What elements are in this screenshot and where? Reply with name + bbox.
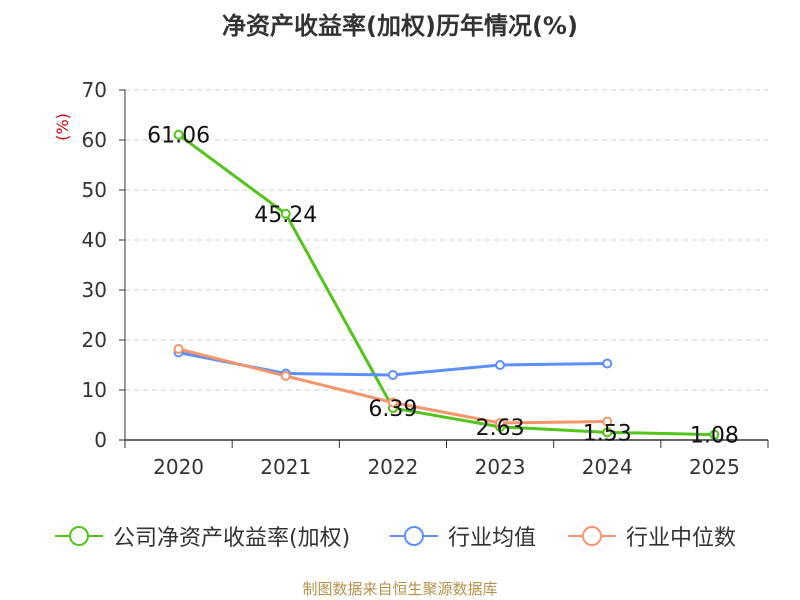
y-tick-label-20: 20 <box>82 328 107 352</box>
legend-marker-industry-mean <box>390 526 438 546</box>
data-label-2022: 6.39 <box>368 397 417 422</box>
x-tick-label-2022: 2022 <box>367 455 418 479</box>
series-1-point-2023 <box>495 360 506 370</box>
data-label-2020: 61.06 <box>147 124 210 149</box>
series-1-point-2024 <box>602 358 613 369</box>
data-label-2024: 1.53 <box>583 421 632 446</box>
series-2-point-2024 <box>602 416 613 427</box>
y-tick-label-50: 50 <box>82 178 107 202</box>
chart-title: 净资产收益率(加权)历年情况(%) <box>222 12 578 40</box>
data-label-2025: 1.08 <box>690 424 739 449</box>
y-tick-label-40: 40 <box>82 228 107 252</box>
legend-marker-industry-median <box>568 526 616 546</box>
series-0-point-2025 <box>709 429 720 440</box>
legend-item-industry-median[interactable]: 行业中位数 <box>568 520 736 552</box>
series-0-point-2021 <box>280 208 291 219</box>
x-tick-label-2021: 2021 <box>260 455 311 479</box>
x-tick-label-2025: 2025 <box>689 455 740 479</box>
y-tick-label-70: 70 <box>82 78 107 102</box>
legend-item-company-roe[interactable]: 公司净资产收益率(加权) <box>55 520 350 552</box>
legend-marker-company-roe <box>55 526 103 546</box>
y-tick-label-60: 60 <box>82 128 107 152</box>
line-chart: 0 10 20 30 40 50 60 70 (%) 2020 2021 2022 2023 2024 20… <box>53 78 769 479</box>
x-tick-label-2023: 2023 <box>475 455 526 479</box>
series-line-0 <box>177 133 715 437</box>
legend-item-industry-mean[interactable]: 行业均值 <box>390 520 536 552</box>
series-0-point-2024 <box>602 427 613 438</box>
series-1-point-2022 <box>387 370 398 380</box>
source-note: 制图数据来自恒生聚源数据库 <box>302 580 498 598</box>
data-label-2023: 2.63 <box>476 416 525 441</box>
legend-label-industry-median: 行业中位数 <box>626 526 737 551</box>
y-axis-unit-label: (%) <box>53 113 72 141</box>
legend-label-company-roe: 公司净资产收益率(加权) <box>113 526 351 551</box>
legend-label-industry-mean: 行业均值 <box>448 526 537 551</box>
series-0-point-2020 <box>173 129 184 140</box>
series-2-point-2022 <box>387 397 398 408</box>
legend: 公司净资产收益率(加权) 行业均值 行业中位数 <box>0 520 800 556</box>
data-label-2021: 45.24 <box>254 203 317 228</box>
series-2-point-2020 <box>173 344 184 354</box>
series-2-point-2021 <box>280 371 291 381</box>
y-tick-label-10: 10 <box>82 378 107 402</box>
x-tick-label-2020: 2020 <box>153 455 204 479</box>
y-tick-label-0: 0 <box>94 428 107 452</box>
x-tick-label-2024: 2024 <box>582 455 633 479</box>
series-2-point-2023 <box>495 418 506 428</box>
y-tick-label-30: 30 <box>82 278 107 302</box>
